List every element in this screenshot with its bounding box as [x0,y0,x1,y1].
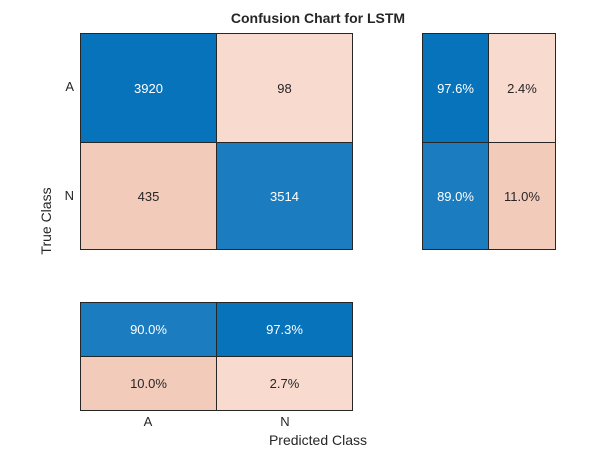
col-summary-cell-a-incorrect: 10.0% [81,357,216,410]
col-summary-cell-n-incorrect: 2.7% [217,357,352,410]
row-summary-cell-a-correct: 97.6% [423,34,488,142]
x-tick-label-a: A [143,414,153,429]
row-summary-panel: 97.6% 2.4% 89.0% 11.0% [422,33,556,250]
column-summary-panel: 90.0% 97.3% 10.0% 2.7% [80,302,353,411]
row-summary-cell-n-correct: 89.0% [423,143,488,249]
matrix-cell-a-a: 3920 [81,34,216,142]
matrix-cell-n-n: 3514 [217,143,352,249]
col-summary-cell-n-correct: 97.3% [217,303,352,356]
matrix-cell-a-n: 98 [217,34,352,142]
y-tick-label-a: A [65,79,74,94]
col-summary-cell-a-correct: 90.0% [81,303,216,356]
row-summary-cell-n-incorrect: 11.0% [489,143,555,249]
x-tick-label-n: N [280,414,290,429]
row-summary-cell-a-incorrect: 2.4% [489,34,555,142]
y-tick-label-n: N [64,188,74,203]
confusion-matrix-panel: 3920 98 435 3514 [80,33,353,250]
chart-title: Confusion Chart for LSTM [230,10,406,26]
matrix-cell-n-a: 435 [81,143,216,249]
x-axis-label: Predicted Class [268,432,368,448]
